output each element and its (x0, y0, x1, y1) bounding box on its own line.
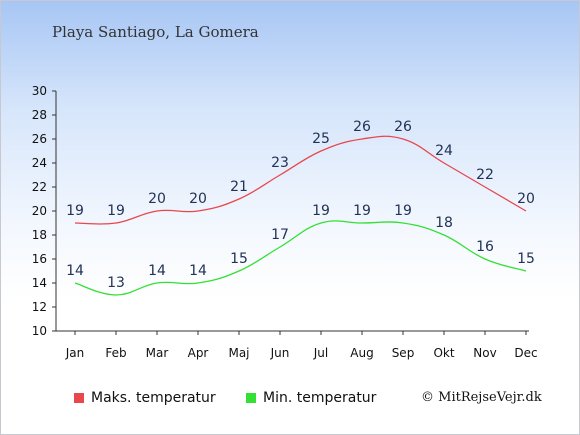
y-tick-label: 20 (32, 204, 47, 218)
y-tick-label: 28 (32, 108, 47, 122)
x-tick-label: Nov (473, 346, 496, 360)
legend-swatch-max (74, 393, 84, 403)
x-tick-label: Maj (228, 346, 249, 360)
data-label-min: 15 (517, 251, 535, 267)
data-label-max: 22 (476, 167, 494, 183)
x-tick-label: Jan (65, 346, 85, 360)
series-line-min (74, 220, 527, 296)
data-label-max: 20 (148, 191, 166, 207)
data-label-max: 26 (394, 119, 412, 135)
copyright-text: © MitRejseVejr.dk (421, 390, 542, 405)
legend-label-max: Maks. temperatur (91, 390, 216, 406)
chart-title: Playa Santiago, La Gomera (52, 23, 259, 41)
data-label-max: 19 (66, 203, 84, 219)
data-label-min: 15 (230, 251, 248, 267)
y-tick-label: 18 (32, 228, 47, 242)
data-label-max: 20 (189, 191, 207, 207)
y-tick-label: 22 (32, 180, 47, 194)
y-tick-label: 30 (32, 84, 47, 98)
data-label-max: 21 (230, 179, 248, 195)
legend-item-min: Min. temperatur (246, 390, 376, 406)
data-label-min: 14 (148, 263, 166, 279)
x-tick-label: Sep (392, 346, 415, 360)
data-label-max: 23 (271, 155, 289, 171)
data-label-min: 13 (107, 275, 125, 291)
data-label-max: 19 (107, 203, 125, 219)
x-tick-label: Mar (146, 346, 169, 360)
data-label-max: 24 (435, 143, 453, 159)
legend-swatch-min (246, 393, 256, 403)
data-label-min: 17 (271, 227, 289, 243)
data-label-min: 18 (435, 215, 453, 231)
y-tick-label: 24 (32, 156, 47, 170)
y-tick-label: 26 (32, 132, 47, 146)
y-tick-label: 16 (32, 252, 47, 266)
data-label-min: 19 (312, 203, 330, 219)
data-label-min: 14 (66, 263, 84, 279)
data-label-max: 25 (312, 131, 330, 147)
data-label-min: 19 (353, 203, 371, 219)
y-tick-label: 10 (32, 324, 47, 338)
x-tick-label: Apr (188, 346, 209, 360)
x-tick-label: Feb (105, 346, 126, 360)
y-tick-label: 14 (32, 276, 47, 290)
y-tick-label: 12 (32, 300, 47, 314)
x-tick-label: Jul (313, 346, 328, 360)
x-tick-label: Aug (350, 346, 373, 360)
data-label-max: 26 (353, 119, 371, 135)
legend-label-min: Min. temperatur (263, 390, 377, 406)
data-label-max: 20 (517, 191, 535, 207)
series-line-max (74, 135, 527, 225)
x-tick-label: Dec (514, 346, 537, 360)
x-tick-label: Okt (433, 346, 454, 360)
data-label-min: 16 (476, 239, 494, 255)
data-label-min: 14 (189, 263, 207, 279)
x-tick-label: Jun (270, 346, 290, 360)
legend-item-max: Maks. temperatur (74, 390, 216, 406)
data-label-min: 19 (394, 203, 412, 219)
